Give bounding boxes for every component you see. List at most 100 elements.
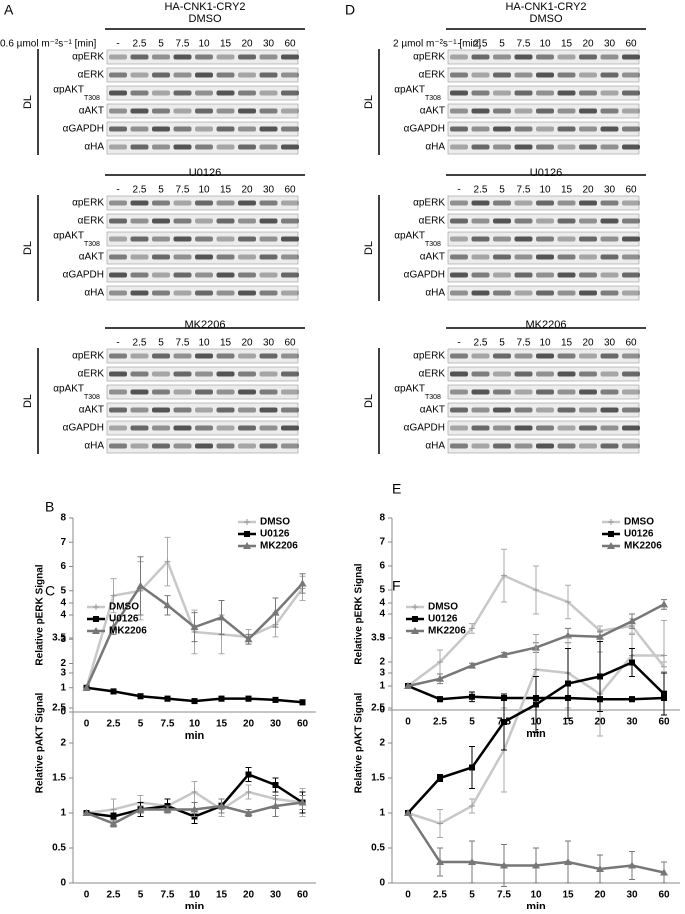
blot-band: [536, 371, 554, 377]
time-label: -: [457, 39, 460, 50]
blot-band: [238, 353, 256, 359]
x-tick-label: 7.5: [161, 719, 175, 730]
blot-band: [109, 144, 127, 150]
time-label: 60: [284, 185, 296, 196]
blot-band: [130, 290, 149, 296]
blot-band: [493, 54, 511, 60]
x-tick-label: 7.5: [497, 890, 511, 901]
blot-band: [450, 200, 468, 206]
blot-band: [536, 389, 554, 395]
y-tick-label: 8: [379, 513, 385, 524]
blot-band: [173, 443, 192, 449]
blot-band: [195, 272, 213, 278]
blot-band: [130, 254, 149, 260]
blot-band: [216, 90, 235, 96]
marker: [191, 789, 198, 795]
blot-band: [152, 72, 170, 78]
blot-band: [109, 371, 127, 377]
treatment-label: U0126: [189, 167, 221, 179]
blot-band: [536, 54, 554, 60]
marker: [437, 820, 443, 827]
time-label: 20: [582, 185, 594, 196]
blot-band: [259, 371, 278, 377]
blot-band: [281, 54, 299, 60]
y-tick-label: 4: [60, 598, 66, 609]
blot-band: [557, 353, 576, 359]
row-label: αpAKT: [53, 231, 84, 242]
blot-band: [281, 389, 299, 395]
row-label-sub: T308: [425, 241, 441, 248]
blot-band: [622, 108, 640, 114]
blot-band: [600, 126, 619, 132]
blot-band: [281, 254, 299, 260]
blot-band: [109, 126, 127, 132]
row-label: αpERK: [413, 52, 445, 63]
marker: [163, 601, 172, 609]
y-tick-label: 0: [60, 878, 66, 889]
x-tick-label: 5: [138, 719, 144, 730]
blot-band: [622, 371, 640, 377]
blot-band: [471, 108, 490, 114]
panel-letter: B: [45, 499, 54, 515]
row-label-sub: T308: [84, 241, 100, 248]
blot-band: [281, 425, 299, 431]
y-tick-label: 3: [379, 668, 385, 679]
blot-band: [238, 108, 256, 114]
time-label: 60: [284, 338, 296, 349]
marker: [271, 802, 280, 809]
light-label: DL: [363, 241, 375, 255]
row-label: αpAKT: [394, 384, 425, 395]
legend-label: DMSO: [624, 517, 654, 528]
blot-band: [238, 72, 256, 78]
x-tick-label: 60: [658, 890, 670, 901]
time-label: -: [457, 185, 460, 196]
blot-band: [238, 218, 256, 224]
blot-band: [579, 290, 597, 296]
blot-band: [600, 371, 619, 377]
y-tick-label: 3: [60, 634, 66, 645]
blot-band: [281, 290, 299, 296]
x-tick-label: 20: [243, 890, 255, 901]
panel-letter: D: [345, 2, 355, 18]
blot-band: [238, 290, 256, 296]
legend-label: U0126: [260, 529, 290, 540]
blot-band: [493, 236, 511, 242]
marker: [109, 819, 118, 827]
blot-band: [130, 218, 149, 224]
time-label: 15: [220, 185, 232, 196]
blot-band: [536, 108, 554, 114]
blot-band: [514, 425, 533, 431]
blot-band: [450, 443, 468, 449]
x-tick-label: 10: [189, 719, 201, 730]
blot-band: [514, 254, 533, 260]
y-tick-label: 6: [379, 561, 385, 572]
marker: [244, 635, 253, 643]
y-tick-label: 5: [379, 585, 385, 596]
row-label: αpAKT: [53, 384, 84, 395]
blot-band: [152, 108, 170, 114]
blot-band: [450, 371, 468, 377]
blot-band: [195, 353, 213, 359]
y-axis-label: Relative pERK Signal: [35, 564, 46, 665]
marker: [82, 683, 91, 691]
blot-band: [195, 144, 213, 150]
blot-band: [471, 254, 490, 260]
blot-band: [152, 54, 170, 60]
marker: [404, 809, 412, 816]
blot-band: [450, 90, 468, 96]
time-label: 30: [604, 185, 616, 196]
blot-band: [130, 90, 149, 96]
blot-band: [195, 290, 213, 296]
legend-label: DMSO: [260, 517, 290, 528]
row-label: αGAPDH: [404, 423, 445, 434]
x-axis-label: min: [185, 730, 205, 742]
blot-band: [536, 290, 554, 296]
blot-band: [238, 443, 256, 449]
blot-band: [238, 236, 256, 242]
blot-band: [152, 144, 170, 150]
blot-band: [557, 108, 576, 114]
time-label: 5: [499, 185, 505, 196]
blot-band: [557, 425, 576, 431]
marker: [661, 691, 667, 697]
blot-band: [152, 371, 170, 377]
